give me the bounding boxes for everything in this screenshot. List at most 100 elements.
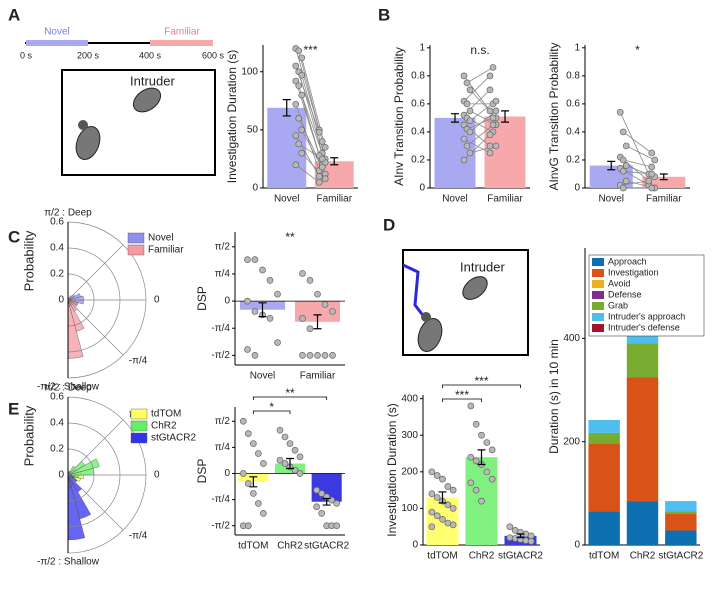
y-tick-label: 0.4 xyxy=(411,127,425,138)
x-tick-label: stGtACR2 xyxy=(498,551,543,562)
bar-segment xyxy=(626,335,659,344)
data-point xyxy=(333,500,341,507)
data-point xyxy=(298,91,306,99)
data-point xyxy=(466,107,474,115)
theta-tick-label: π/2 : Deep xyxy=(44,208,92,219)
x-tick-label: Novel xyxy=(598,194,624,205)
error-bar xyxy=(501,110,509,123)
paired-line xyxy=(298,85,323,165)
polar-grid-spoke xyxy=(67,299,124,356)
legend-label: Defense xyxy=(608,289,642,299)
data-point xyxy=(619,156,627,164)
error-bar xyxy=(438,491,447,504)
data-point xyxy=(619,128,627,136)
bar-segment xyxy=(665,530,697,545)
r-tick-label: 0.4 xyxy=(50,243,64,254)
y-tick-label: 0 xyxy=(419,183,425,194)
data-point xyxy=(239,470,247,477)
data-point xyxy=(472,420,480,428)
data-point xyxy=(295,114,303,122)
bar-segment xyxy=(588,511,620,545)
error-bar xyxy=(607,160,616,171)
y-tick-label: -π/2 xyxy=(211,350,230,361)
r-tick-label: 0.4 xyxy=(50,418,64,429)
legend-swatch xyxy=(130,432,148,444)
r-tick-label: 0.2 xyxy=(50,269,64,280)
theta-tick-label: -π/4 xyxy=(129,530,148,541)
significance: *** xyxy=(474,374,488,388)
data-point xyxy=(648,184,656,192)
error-bar xyxy=(330,157,339,166)
polar-bar xyxy=(67,474,75,479)
data-point xyxy=(298,126,306,134)
r-tick-label: 0.6 xyxy=(50,392,64,403)
data-point xyxy=(244,480,252,487)
x-tick-label: ChR2 xyxy=(469,551,495,562)
y-tick-label: 200 xyxy=(401,466,418,477)
data-point xyxy=(463,79,471,87)
timeline-label: Novel xyxy=(44,27,70,38)
data-point xyxy=(295,82,303,90)
data-point xyxy=(313,503,320,511)
data-point xyxy=(299,270,306,277)
timeline-tick: 0 s xyxy=(20,50,33,60)
r-tick-label: 0 xyxy=(58,295,64,306)
legend-box xyxy=(588,254,705,337)
significance: ** xyxy=(285,230,295,244)
y-tick-label: 0.2 xyxy=(566,155,580,166)
data-point xyxy=(466,128,474,136)
y-axis-label: AInv Transition Probability xyxy=(392,47,406,186)
data-point xyxy=(276,456,284,464)
data-point xyxy=(315,128,323,136)
data-point xyxy=(333,522,341,530)
mouse xyxy=(132,87,162,113)
mouse xyxy=(75,126,101,160)
data-point xyxy=(251,308,259,315)
data-point xyxy=(433,512,441,520)
timeline-segment xyxy=(150,40,213,46)
paired-line xyxy=(463,75,491,102)
paired-line xyxy=(626,145,655,161)
data-point xyxy=(486,149,494,157)
paired-line xyxy=(623,131,652,154)
r-tick-label: 0 xyxy=(58,470,64,481)
bar xyxy=(642,176,686,188)
data-point xyxy=(478,431,485,439)
data-point xyxy=(645,177,653,185)
y-tick-label: π/4 xyxy=(215,269,231,280)
data-point xyxy=(295,47,303,55)
y-tick-label: 0 xyxy=(574,183,580,194)
bar-segment xyxy=(626,501,659,545)
data-point xyxy=(428,468,436,476)
significance-bracket xyxy=(252,410,291,414)
legend-swatch xyxy=(592,258,604,266)
data-point xyxy=(281,460,289,467)
data-point xyxy=(428,508,436,516)
timeline-label: Familiar xyxy=(164,27,200,38)
diagram-label: Intruder xyxy=(460,259,505,274)
paired-line xyxy=(469,110,497,133)
paired-line xyxy=(463,138,491,154)
y-tick-label: 0.8 xyxy=(566,70,580,81)
legend-swatch xyxy=(592,302,604,310)
data-point xyxy=(315,178,323,186)
data-point xyxy=(651,156,659,164)
data-point xyxy=(472,486,480,494)
optic-fiber xyxy=(402,263,427,319)
legend-swatch xyxy=(592,280,604,288)
data-point xyxy=(478,497,485,505)
legend-label: Grab xyxy=(608,300,628,310)
data-point xyxy=(244,430,252,437)
data-point xyxy=(321,143,329,151)
data-point xyxy=(292,62,300,70)
polar-grid-spoke xyxy=(67,474,124,531)
error-bar xyxy=(516,533,525,539)
data-point xyxy=(286,440,294,447)
data-point xyxy=(318,138,326,145)
data-point xyxy=(239,417,247,425)
data-point xyxy=(472,457,480,465)
x-tick-label: Novel xyxy=(442,194,468,205)
data-point xyxy=(463,142,471,150)
paired-line xyxy=(623,159,652,168)
bar-segment xyxy=(588,420,620,433)
